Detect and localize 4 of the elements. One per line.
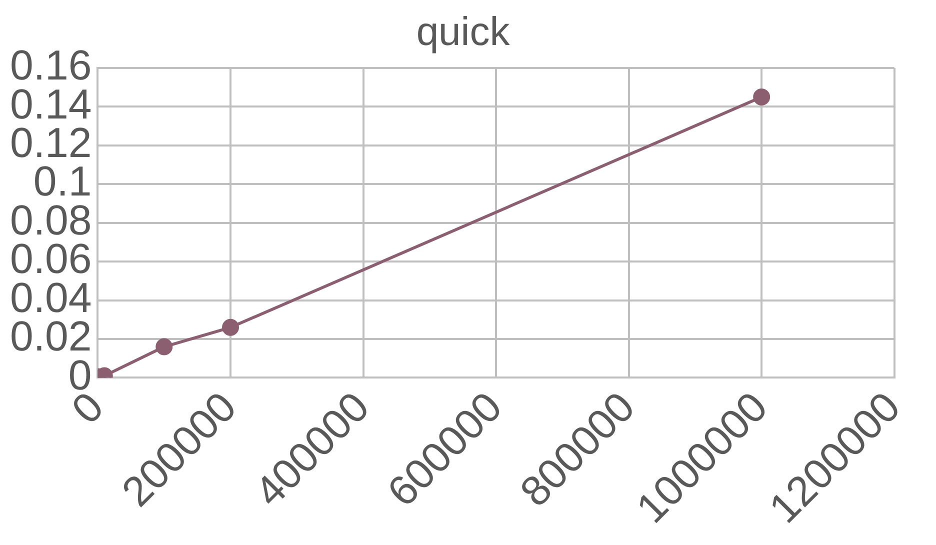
chart-title: quick bbox=[416, 10, 511, 54]
point bbox=[753, 88, 770, 106]
point bbox=[156, 338, 173, 356]
point bbox=[222, 318, 240, 336]
